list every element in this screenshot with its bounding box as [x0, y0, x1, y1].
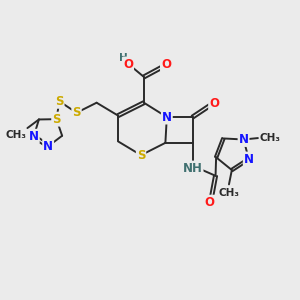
Text: O: O — [209, 97, 219, 110]
Text: O: O — [123, 58, 133, 70]
Text: N: N — [29, 130, 39, 143]
Text: S: S — [52, 113, 61, 126]
Text: N: N — [238, 133, 249, 146]
Text: CH₃: CH₃ — [5, 130, 26, 140]
Text: S: S — [137, 149, 145, 162]
Text: O: O — [205, 196, 215, 209]
Text: N: N — [43, 140, 53, 153]
Text: CH₃: CH₃ — [259, 133, 280, 143]
Text: CH₃: CH₃ — [218, 188, 239, 198]
Text: N: N — [244, 152, 254, 166]
Text: S: S — [72, 106, 81, 119]
Text: N: N — [162, 110, 172, 124]
Text: H: H — [119, 53, 128, 63]
Text: O: O — [161, 58, 171, 70]
Text: S: S — [55, 95, 64, 108]
Text: NH: NH — [183, 162, 202, 175]
